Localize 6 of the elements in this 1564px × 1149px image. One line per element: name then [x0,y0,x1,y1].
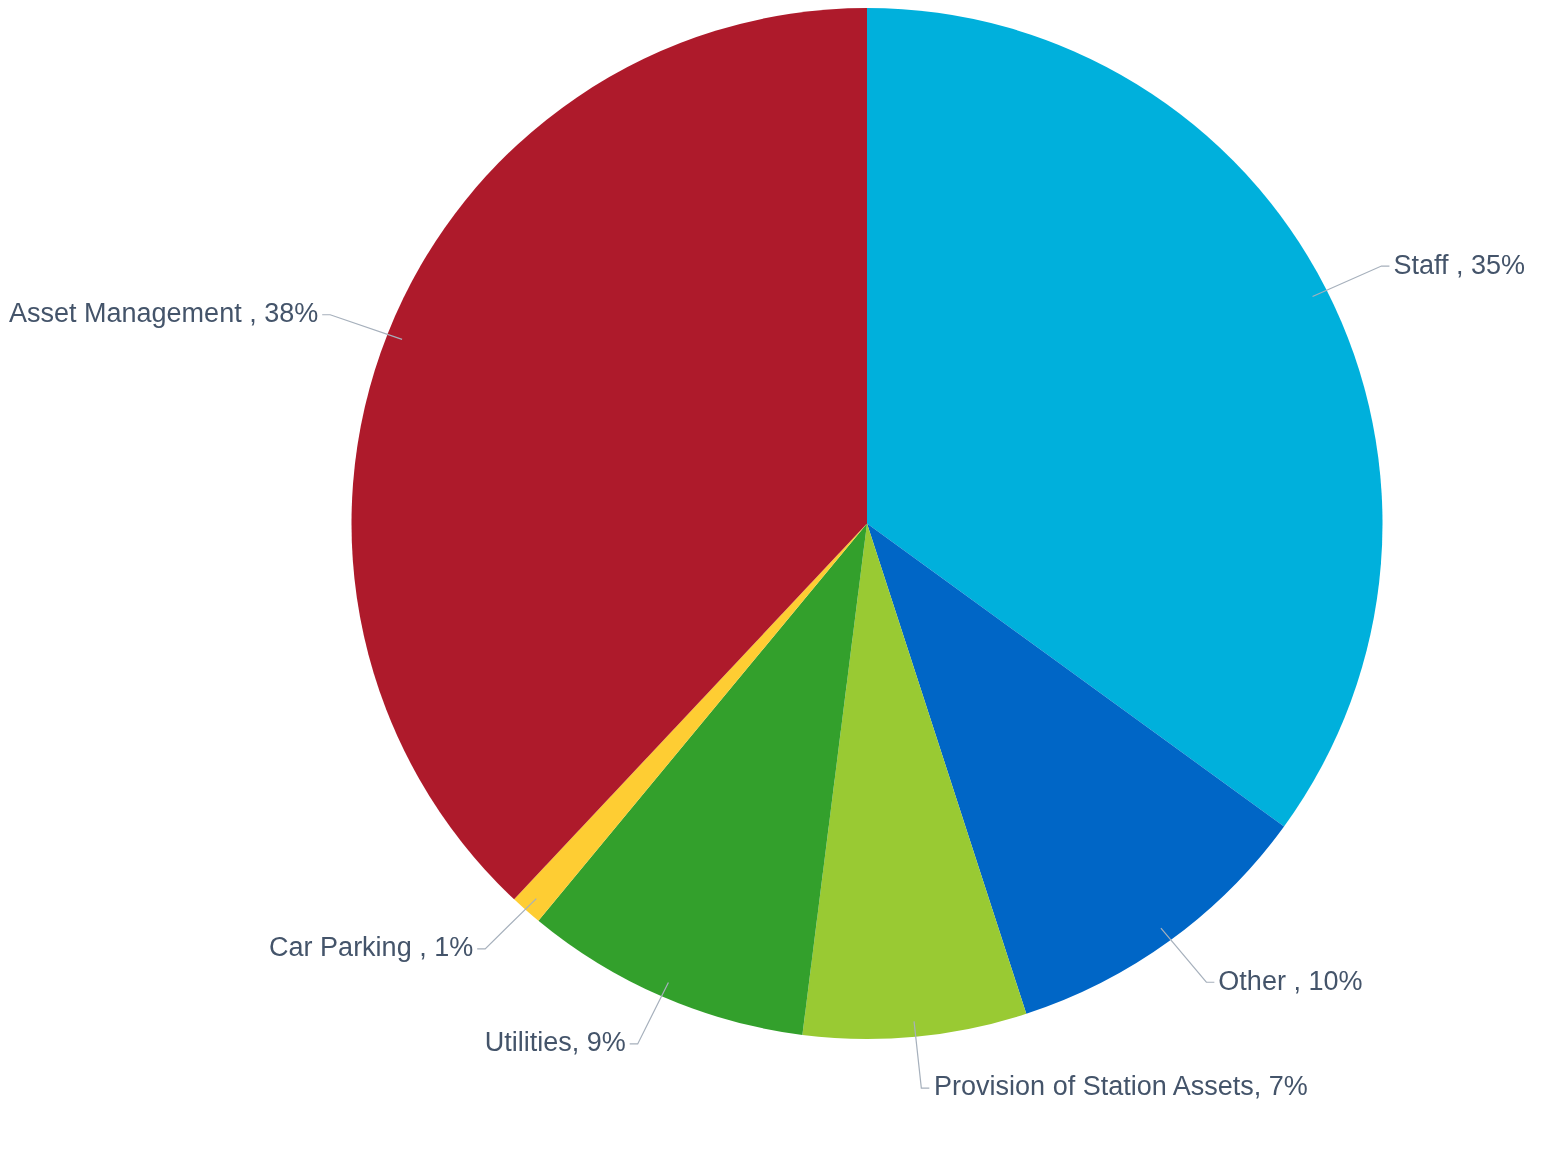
slice-label: Other , 10% [1218,965,1363,996]
slice-label: Asset Management , 38% [9,298,319,329]
slice-label: Car Parking , 1% [269,932,474,963]
slice-label: Provision of Station Assets, 7% [934,1071,1308,1102]
slice-label: Staff , 35% [1393,249,1526,280]
slice-label: Utilities, 9% [484,1027,626,1058]
